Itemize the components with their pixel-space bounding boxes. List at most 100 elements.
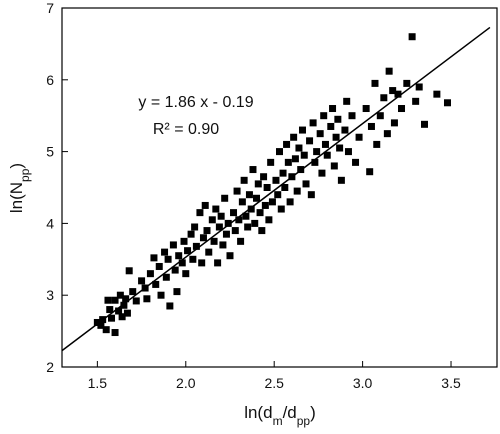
point <box>330 162 338 170</box>
point <box>212 205 220 213</box>
point <box>205 248 213 256</box>
point <box>265 216 273 224</box>
point <box>122 295 130 303</box>
point <box>219 241 227 249</box>
point <box>189 255 197 263</box>
point <box>276 148 283 156</box>
point <box>443 99 451 107</box>
point <box>198 259 206 267</box>
point <box>336 144 344 152</box>
point <box>307 191 315 199</box>
point <box>161 248 169 256</box>
point <box>187 230 195 238</box>
axis-title-part: ) <box>7 163 26 169</box>
r-squared: R² = 0.90 <box>153 121 219 138</box>
point <box>355 133 363 141</box>
axis-title-part: pp <box>18 168 32 182</box>
x-tick-label: 2.0 <box>176 375 196 391</box>
point <box>108 314 116 322</box>
point <box>376 112 384 120</box>
point <box>224 219 232 227</box>
point <box>403 79 411 87</box>
point <box>199 234 207 242</box>
point <box>166 302 174 310</box>
point <box>313 148 321 156</box>
y-tick-label: 3 <box>46 287 54 303</box>
point <box>178 259 186 267</box>
point <box>102 326 110 334</box>
point <box>362 105 370 113</box>
point <box>242 212 250 220</box>
point <box>281 184 289 191</box>
point <box>344 148 352 156</box>
point <box>192 242 200 250</box>
axis-title-part: ln(d <box>244 403 272 422</box>
point <box>173 288 181 296</box>
point <box>210 237 218 245</box>
point <box>295 144 303 152</box>
point <box>320 112 328 120</box>
point <box>230 209 238 217</box>
point <box>398 105 406 113</box>
y-tick-label: 5 <box>46 144 54 160</box>
point <box>318 169 326 177</box>
point <box>253 194 261 202</box>
axis-title-part: m <box>273 414 283 428</box>
point <box>334 115 342 123</box>
point <box>93 318 101 326</box>
point <box>118 313 126 321</box>
point <box>245 191 253 199</box>
point <box>201 201 209 209</box>
point <box>272 176 280 184</box>
point <box>191 223 199 231</box>
point <box>283 140 291 148</box>
axis-title-part: /d <box>283 403 297 422</box>
point <box>182 270 190 278</box>
point <box>175 252 183 260</box>
fit-line <box>61 26 491 352</box>
point <box>256 209 264 217</box>
point <box>221 194 229 202</box>
point <box>415 83 423 91</box>
point <box>146 270 154 278</box>
point <box>279 169 287 177</box>
point <box>143 295 151 303</box>
y-axis-title: ln(Npp) <box>7 163 32 213</box>
point <box>267 158 275 166</box>
point <box>286 198 294 206</box>
point <box>408 33 416 41</box>
point <box>293 187 301 195</box>
x-axis-title: ln(dm/dpp) <box>244 403 316 428</box>
point <box>222 230 230 238</box>
point <box>180 237 188 245</box>
point <box>390 119 398 127</box>
point <box>106 306 114 314</box>
point <box>249 166 257 174</box>
point <box>169 241 177 249</box>
point <box>332 133 340 141</box>
point <box>215 223 223 231</box>
point <box>157 291 165 299</box>
y-tick-label: 4 <box>46 215 54 231</box>
y-tick-label: 2 <box>46 359 54 375</box>
x-tick-label: 1.5 <box>88 375 108 391</box>
axis-title-part: pp <box>297 414 311 428</box>
point <box>300 151 308 159</box>
point <box>162 273 170 281</box>
point <box>373 140 381 148</box>
point <box>254 180 262 188</box>
point <box>261 201 269 209</box>
point <box>164 255 172 263</box>
point <box>233 187 241 195</box>
point <box>380 94 388 102</box>
x-tick-label: 3.0 <box>353 375 373 391</box>
point <box>352 158 360 166</box>
point <box>196 209 204 217</box>
point <box>389 87 397 95</box>
point <box>311 158 319 166</box>
point <box>155 262 163 270</box>
point <box>366 168 374 176</box>
point <box>343 97 351 105</box>
point <box>329 105 337 113</box>
y-tick-label: 6 <box>46 72 54 88</box>
